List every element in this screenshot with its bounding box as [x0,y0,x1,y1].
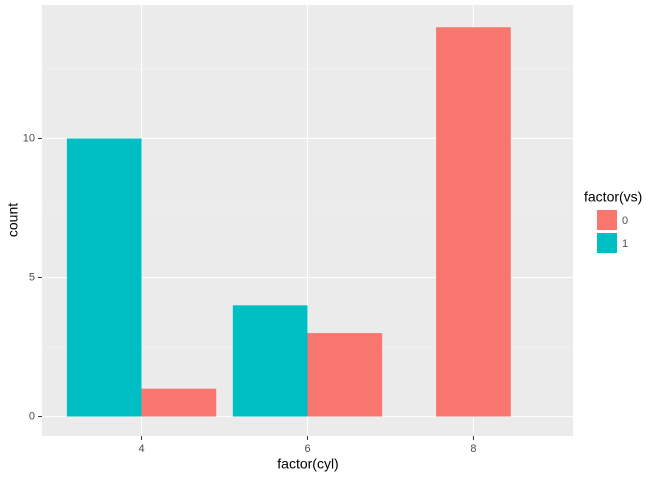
bar [307,333,383,417]
bar [232,305,308,417]
x-tick-label: 8 [470,443,476,455]
legend-label: 0 [622,215,628,227]
x-tick-label: 6 [304,443,310,455]
bar [66,138,142,417]
bar [141,388,217,417]
bar [436,27,511,417]
marks [66,27,511,417]
legend-label: 1 [622,238,628,250]
x-tick-label: 4 [139,443,145,455]
legend-title: factor(vs) [584,189,642,205]
y-tick-label: 0 [29,410,35,422]
x-axis-label: factor(cyl) [277,456,338,472]
y-tick-label: 5 [29,271,35,283]
legend-key [597,210,617,230]
y-tick-label: 10 [23,132,35,144]
legend-key [597,233,617,253]
y-axis-label: count [5,203,21,237]
